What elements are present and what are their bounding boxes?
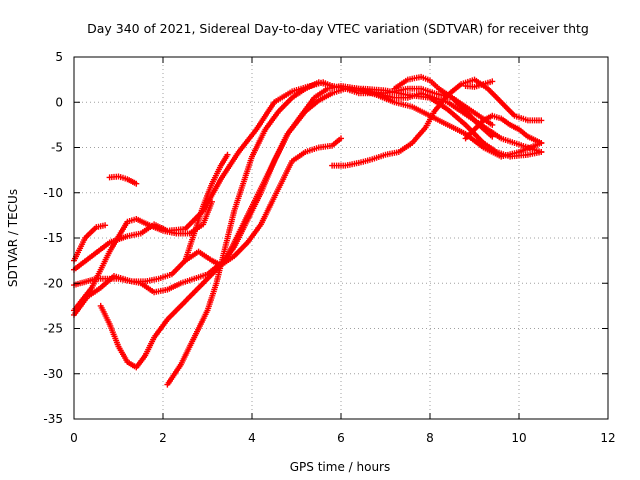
series-9 xyxy=(182,151,231,264)
y-tick-label: -10 xyxy=(43,186,63,200)
y-tick-label: -15 xyxy=(43,231,63,245)
x-tick-label: 10 xyxy=(511,431,526,445)
x-tick-label: 8 xyxy=(426,431,434,445)
x-tick-label: 2 xyxy=(159,431,167,445)
x-axis-label: GPS time / hours xyxy=(290,460,391,474)
data-point-markers xyxy=(462,112,545,146)
x-tick-label: 0 xyxy=(70,431,78,445)
data-point-markers xyxy=(71,135,344,318)
data-point-markers xyxy=(182,151,231,264)
data-point-markers xyxy=(106,173,140,187)
y-tick-label: 5 xyxy=(55,50,63,64)
y-axis-label: SDTVAR / TECUs xyxy=(6,189,20,287)
y-tick-label: -20 xyxy=(43,276,63,290)
axis-ticks: 0 2 4 6 8 10 12 -35 -30 -25 -20 -15 -10 -5 0 5 xyxy=(43,50,615,445)
x-tick-label: 4 xyxy=(248,431,256,445)
y-tick-label: -30 xyxy=(43,367,63,381)
series-8 xyxy=(164,79,545,388)
y-tick-label: -35 xyxy=(43,412,63,426)
y-tick-label: 0 xyxy=(55,95,63,109)
series-12 xyxy=(462,112,545,146)
data-point-markers xyxy=(391,73,496,140)
x-tick-label: 12 xyxy=(600,431,615,445)
data-series xyxy=(71,73,545,388)
series-6 xyxy=(106,173,140,187)
series-13 xyxy=(462,78,496,90)
data-point-markers xyxy=(164,79,545,388)
x-tick-label: 6 xyxy=(337,431,345,445)
data-point-markers xyxy=(462,78,496,90)
grid-lines xyxy=(74,57,608,419)
y-tick-label: -5 xyxy=(51,141,63,155)
series-11 xyxy=(391,73,496,140)
series-5 xyxy=(71,135,344,318)
y-tick-label: -25 xyxy=(43,322,63,336)
chart-title: Day 340 of 2021, Sidereal Day-to-day VTE… xyxy=(87,21,589,36)
